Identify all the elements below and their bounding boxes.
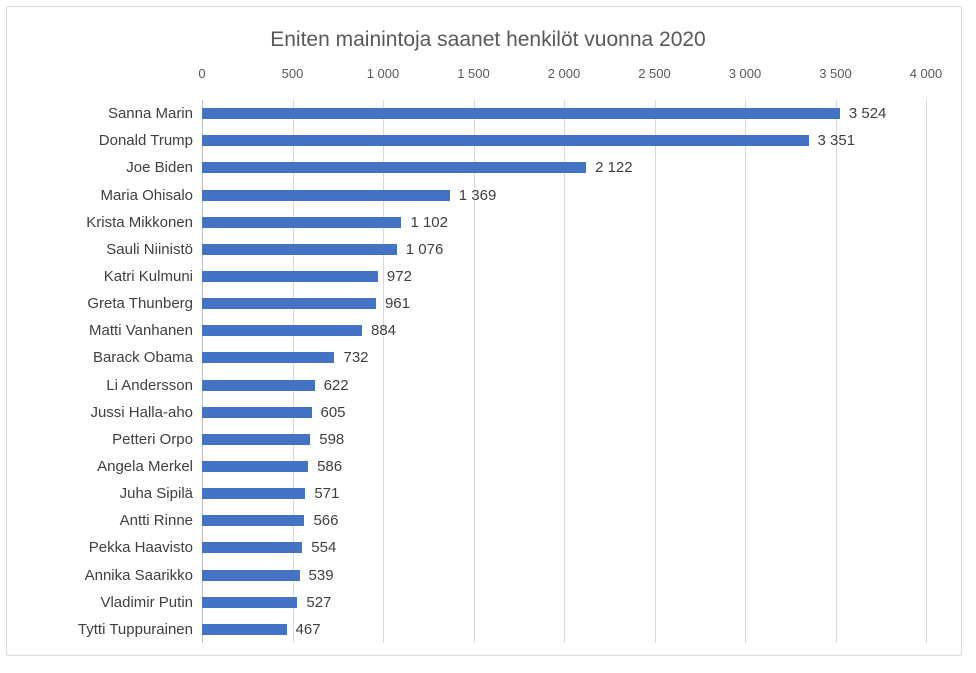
x-axis-tick-label: 2 000	[547, 66, 581, 81]
data-label: 566	[313, 512, 339, 530]
x-axis-tick-label: 2 500	[638, 66, 671, 81]
data-label: 539	[308, 566, 334, 584]
data-label: 1 102	[410, 213, 448, 231]
bar	[202, 515, 305, 527]
data-label: 3 351	[817, 132, 856, 150]
x-axis-tick-label: 3 000	[728, 66, 762, 81]
data-label: 732	[343, 349, 369, 367]
major-gridline	[473, 100, 475, 643]
data-label: 972	[386, 267, 412, 285]
bar	[202, 569, 300, 581]
category-label: Angela Merkel	[97, 458, 193, 475]
bar	[202, 325, 362, 337]
bar	[202, 135, 809, 147]
x-axis-tick-label: 1 000	[366, 66, 400, 81]
major-gridline	[383, 100, 384, 643]
x-axis-tick-label: 3 500	[819, 66, 852, 81]
bar	[202, 433, 311, 445]
category-label: Greta Thunberg	[87, 295, 193, 313]
chart-title: Eniten mainintoja saanet henkilöt vuonna…	[270, 28, 706, 51]
bar	[202, 352, 335, 364]
category-label: Krista Mikkonen	[86, 213, 193, 231]
data-label: 467	[295, 620, 321, 638]
category-label: Sanna Marin	[107, 105, 193, 123]
chart-border	[6, 6, 962, 656]
data-label: 2 122	[595, 159, 633, 177]
data-label: 527	[306, 593, 332, 611]
major-gridline	[926, 100, 927, 643]
bar	[202, 488, 306, 500]
major-gridline	[835, 100, 837, 643]
x-axis-tick-label: 500	[281, 66, 304, 81]
data-label: 586	[317, 458, 343, 475]
category-label: Juha Sipilä	[119, 485, 193, 503]
category-label: Tytti Tuppurainen	[77, 620, 193, 638]
category-label: Barack Obama	[92, 349, 193, 367]
major-gridline	[654, 100, 656, 643]
bar	[202, 461, 309, 473]
bar	[202, 623, 287, 635]
bar	[202, 542, 303, 554]
data-label: 1 076	[405, 240, 444, 258]
category-label: Matti Vanhanen	[89, 322, 193, 340]
bar	[202, 298, 376, 310]
category-label: Sauli Niinistö	[106, 240, 193, 258]
major-gridline	[745, 100, 746, 643]
x-axis-tick-label: 1 500	[457, 66, 490, 81]
data-label: 598	[319, 430, 345, 448]
bar	[202, 216, 402, 228]
data-label: 622	[323, 376, 349, 394]
data-label: 961	[384, 295, 410, 313]
category-label: Antti Rinne	[119, 512, 193, 530]
bar	[202, 379, 315, 391]
bar	[202, 406, 312, 418]
bar	[202, 162, 587, 174]
bar	[202, 270, 378, 282]
major-gridline	[292, 100, 294, 643]
value-axis-line	[202, 100, 203, 643]
category-label: Jussi Halla-aho	[90, 403, 193, 421]
data-label: 554	[311, 539, 337, 557]
data-label: 571	[314, 485, 340, 503]
category-label: Joe Biden	[126, 159, 193, 177]
major-gridline	[564, 100, 565, 643]
data-label: 884	[371, 322, 397, 340]
bar	[202, 108, 840, 120]
x-axis-tick-label: 0	[198, 66, 206, 81]
x-axis-tick-label: 4 000	[909, 66, 943, 81]
data-label: 3 524	[848, 105, 887, 123]
data-label: 1 369	[458, 186, 497, 204]
category-label: Petteri Orpo	[112, 430, 193, 448]
category-label: Li Andersson	[106, 376, 193, 394]
data-label: 605	[320, 403, 346, 421]
category-label: Pekka Haavisto	[88, 539, 193, 557]
bar	[202, 596, 298, 608]
category-label: Donald Trump	[98, 132, 193, 150]
bar	[202, 243, 397, 255]
category-label: Maria Ohisalo	[100, 186, 193, 204]
category-label: Vladimir Putin	[100, 593, 193, 611]
category-label: Annika Saarikko	[84, 566, 193, 584]
category-label: Katri Kulmuni	[103, 267, 193, 285]
bar	[202, 189, 450, 201]
